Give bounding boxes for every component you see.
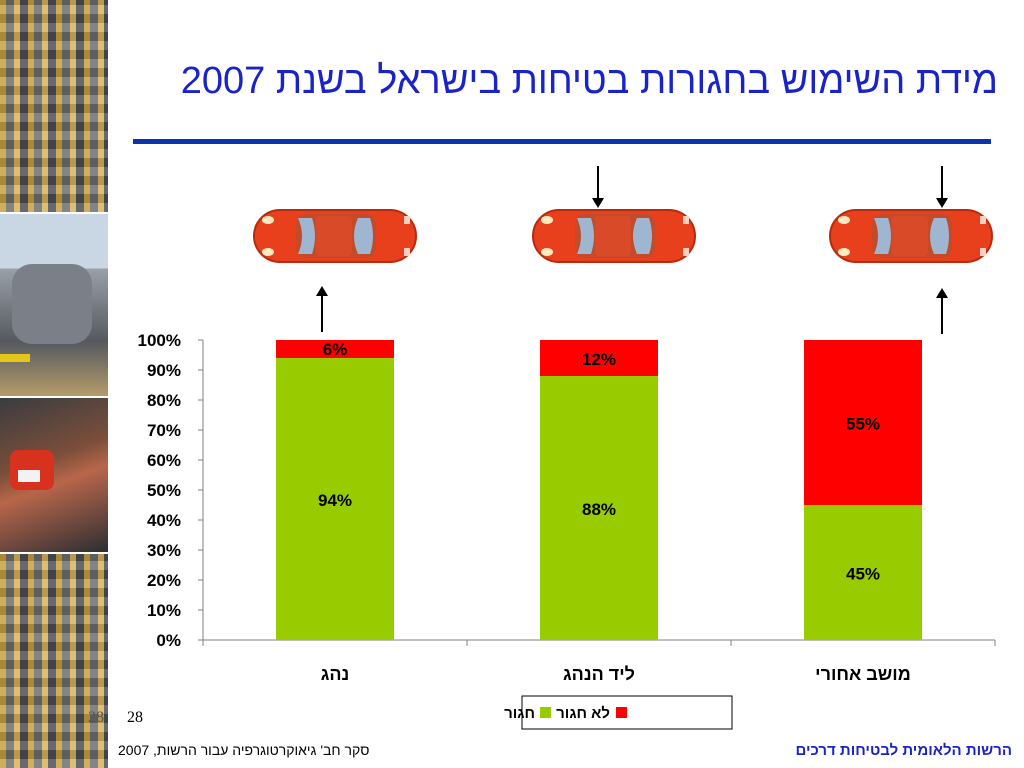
category-label: ליד הנהג — [563, 664, 635, 684]
legend: לא חגור חגור — [504, 695, 733, 730]
y-tick-label: 0% — [156, 631, 181, 650]
arrow-passenger-icon — [592, 166, 604, 208]
category-label: נהג — [321, 664, 350, 684]
bar-segment — [276, 340, 394, 358]
data-label: 6% — [323, 340, 348, 359]
bar-segment — [540, 376, 658, 640]
y-tick-label: 30% — [147, 541, 181, 560]
category-labels: נהג ליד הנהג מושב אחורי — [321, 664, 911, 684]
bars: 94% 6% 88% 12% 45% 55% — [276, 340, 922, 640]
y-tick-label: 70% — [147, 421, 181, 440]
car-illustration-passenger — [524, 191, 704, 281]
y-tick-label: 50% — [147, 481, 181, 500]
category-label: מושב אחורי — [815, 664, 911, 684]
arrow-rear-bottom-icon — [936, 288, 948, 334]
y-tick-label: 10% — [147, 601, 181, 620]
title-underline — [133, 139, 991, 144]
photo-strip — [0, 0, 108, 768]
slide-title: מידת השימוש בחגורות בטיחות בישראל בשנת 2… — [180, 60, 998, 102]
page-number-shadow: 28 — [88, 709, 104, 726]
car-illustration-rear — [821, 191, 1001, 281]
seatbelt-chart: 0% 10% 20% 30% 40% 50% 60% 70% 80% 90% 100% 94% 6% 8… — [138, 166, 1001, 730]
page-number: 28 — [127, 709, 143, 726]
car-crash-photo — [0, 214, 108, 396]
data-label: 55% — [846, 415, 880, 434]
data-label: 12% — [582, 350, 616, 369]
bar-segment — [804, 340, 922, 505]
traffic-jam-photo — [0, 0, 108, 212]
traffic-jam-photo-2 — [0, 554, 108, 768]
footer-source: סקר חב' גיאוקרטוגרפיה עבור הרשות, 2007 — [118, 742, 370, 758]
bar-segment — [804, 505, 922, 640]
y-tick-label: 60% — [147, 451, 181, 470]
x-tick-marks — [202, 640, 996, 646]
y-tick-label: 40% — [147, 511, 181, 530]
legend-label-belted: חגור — [504, 705, 535, 722]
bar-segment — [276, 358, 394, 640]
legend-swatch-belted — [540, 707, 551, 718]
y-tick-label: 90% — [147, 361, 181, 380]
legend-label-unbelted: לא חגור — [556, 705, 610, 722]
arrow-rear-top-icon — [936, 166, 948, 208]
y-tick-label: 100% — [138, 331, 181, 350]
arrow-driver-icon — [316, 286, 328, 332]
footer-organization: הרשות הלאומית לבטיחות דרכים — [795, 742, 1012, 759]
rescue-worker-photo — [0, 398, 108, 552]
car-illustration-driver — [245, 191, 425, 281]
legend-swatch-unbelted — [616, 707, 627, 718]
data-label: 45% — [846, 565, 880, 584]
data-label: 88% — [582, 500, 616, 519]
bar-segment — [540, 340, 658, 376]
y-tick-label: 80% — [147, 391, 181, 410]
data-label: 94% — [318, 491, 352, 510]
y-ticks: 0% 10% 20% 30% 40% 50% 60% 70% 80% 90% 100% — [138, 331, 203, 650]
y-tick-label: 20% — [147, 571, 181, 590]
